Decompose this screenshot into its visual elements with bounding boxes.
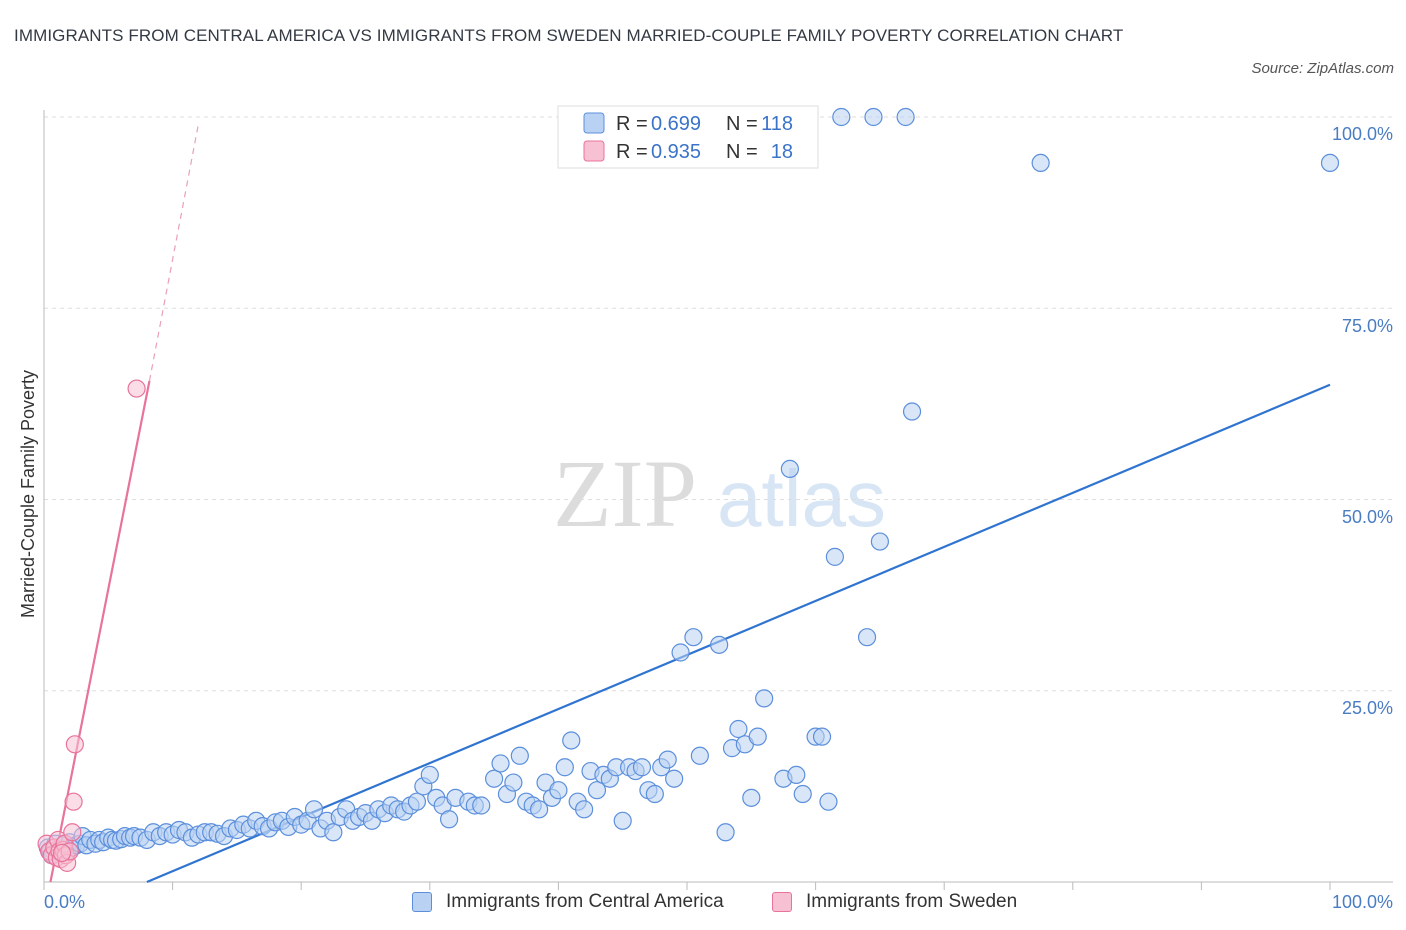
point-sweden-17 — [52, 843, 72, 863]
x-tick-label-max: 100.0% — [1332, 892, 1393, 912]
point-central-america-123 — [812, 727, 832, 746]
source-label: Source: ZipAtlas.com — [1251, 60, 1394, 77]
legend-r-label-2: R = — [616, 141, 648, 163]
point-central-america-105 — [658, 750, 677, 769]
legend-n-value-1: 118 — [761, 113, 793, 135]
watermark-atlas: atlas — [717, 454, 886, 543]
point-central-america-130 — [896, 107, 915, 127]
point-central-america-125 — [825, 547, 844, 566]
point-central-america-132 — [1031, 153, 1050, 172]
legend-swatch-central-america — [583, 112, 605, 134]
point-central-america-78 — [485, 769, 504, 788]
point-central-america-128 — [864, 107, 883, 127]
point-central-america-108 — [684, 628, 703, 647]
legend-n-label-2: N = — [726, 141, 758, 163]
point-central-america-73 — [439, 810, 459, 829]
point-central-america-88 — [549, 781, 568, 800]
trend-line-sweden-extension — [148, 124, 199, 382]
point-central-america-121 — [793, 784, 812, 804]
bottom-legend-label-sweden: Immigrants from Sweden — [806, 891, 1018, 912]
bottom-legend-sweden[interactable]: Immigrants from Sweden — [772, 888, 1017, 916]
point-central-america-107 — [671, 643, 690, 662]
point-central-america-131 — [902, 402, 922, 421]
trend-line-central-america — [146, 383, 1331, 884]
point-central-america-133 — [1320, 153, 1340, 172]
bottom-legend-label-central-america: Immigrants from Central America — [446, 891, 724, 912]
point-central-america-110 — [710, 635, 729, 654]
y-tick-label-75: 75.0% — [1342, 316, 1393, 336]
point-central-america-124 — [819, 792, 838, 811]
chart-title: IMMIGRANTS FROM CENTRAL AMERICA VS IMMIG… — [14, 26, 1124, 45]
point-central-america-109 — [690, 746, 709, 765]
grid — [44, 116, 1393, 692]
point-central-america-92 — [575, 800, 594, 819]
points — [37, 107, 1340, 872]
point-central-america-115 — [742, 788, 761, 807]
bottom-legend-central-america[interactable]: Immigrants from Central America — [412, 888, 724, 916]
point-sweden-15 — [65, 735, 84, 754]
point-central-america-101 — [632, 758, 652, 777]
point-sweden-16 — [127, 379, 146, 398]
point-central-america-68 — [407, 792, 427, 811]
legend-n-value-2: 18 — [771, 141, 793, 163]
point-central-america-120 — [787, 765, 806, 785]
x-tick-label-min: 0.0% — [44, 892, 85, 912]
point-central-america-106 — [665, 769, 684, 788]
y-tick-label-50: 50.0% — [1342, 507, 1393, 527]
point-central-america-129 — [870, 532, 890, 551]
point-sweden-13 — [63, 823, 82, 842]
trend-line-sweden — [49, 380, 151, 883]
legend-r-value-1: 0.699 — [651, 113, 701, 135]
point-central-america-70 — [420, 765, 439, 785]
point-central-america-82 — [510, 746, 529, 765]
watermark: ZIP atlas — [553, 440, 886, 547]
point-sweden-14 — [64, 792, 83, 811]
point-central-america-103 — [645, 784, 664, 804]
bottom-legend-swatch-central-america — [412, 892, 432, 912]
point-central-america-98 — [613, 811, 632, 830]
legend-n-label-1: N = — [726, 113, 758, 135]
legend-swatch-sweden — [583, 140, 605, 162]
point-central-america-126 — [832, 107, 851, 127]
point-central-america-116 — [748, 727, 767, 746]
point-central-america-77 — [472, 796, 491, 815]
axes — [43, 110, 1393, 890]
point-central-america-81 — [504, 773, 523, 792]
point-central-america-127 — [857, 628, 877, 647]
y-tick-label-100: 100.0% — [1332, 124, 1393, 144]
point-central-america-89 — [555, 758, 574, 777]
point-central-america-113 — [729, 719, 748, 739]
point-central-america-111 — [716, 823, 735, 842]
y-tick-label-25: 25.0% — [1342, 698, 1393, 718]
stats-legend: R = 0.699 N = 118 R = 0.935 N = 18 — [557, 105, 819, 169]
point-central-america-85 — [530, 800, 549, 819]
point-central-america-90 — [562, 731, 581, 750]
y-axis-label: Married-Couple Family Poverty — [18, 370, 38, 618]
point-central-america-52 — [304, 800, 324, 819]
point-central-america-117 — [755, 689, 774, 708]
point-central-america-94 — [587, 781, 607, 800]
point-central-america-79 — [491, 754, 510, 773]
bottom-legend-swatch-sweden — [772, 892, 792, 912]
watermark-zip: ZIP — [553, 440, 697, 547]
legend-r-label-1: R = — [616, 113, 648, 135]
point-central-america-55 — [324, 823, 343, 842]
legend-r-value-2: 0.935 — [651, 141, 701, 163]
point-central-america-119 — [780, 459, 799, 478]
